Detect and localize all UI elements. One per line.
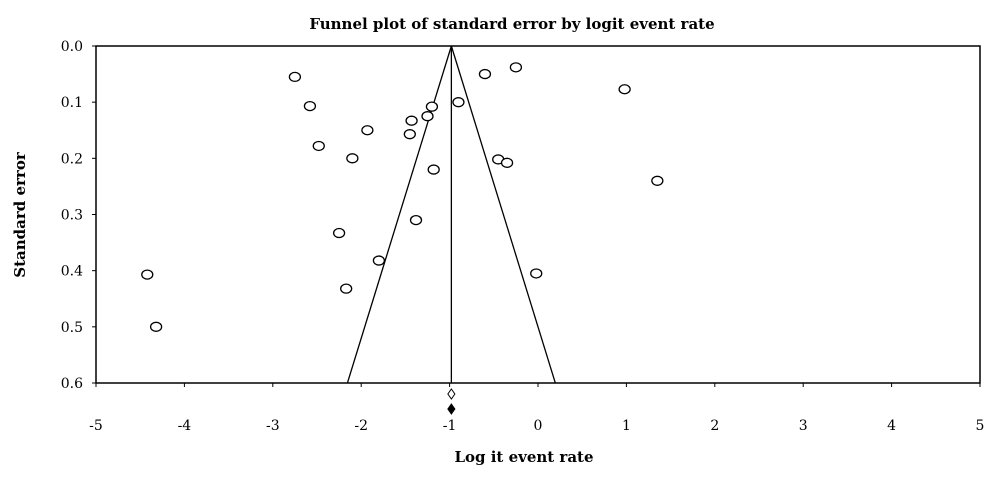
study-points <box>141 62 664 332</box>
observed-summary-diamond <box>447 403 456 415</box>
study-point <box>500 157 514 168</box>
y-tick-label: 0.2 <box>61 151 83 167</box>
chart-title: Funnel plot of standard error by logit e… <box>309 15 714 33</box>
x-tick-label: 4 <box>887 418 896 434</box>
study-point <box>288 71 302 83</box>
study-point <box>425 101 439 112</box>
x-tick-label: 3 <box>799 418 808 434</box>
study-point <box>303 100 317 112</box>
x-tick-label: -4 <box>178 418 192 434</box>
y-tick-label: 0.6 <box>61 376 83 392</box>
study-point <box>405 115 418 126</box>
study-point <box>509 62 523 73</box>
study-point <box>618 84 631 95</box>
y-tick-label: 0.1 <box>61 95 83 111</box>
study-point <box>452 97 465 108</box>
study-point <box>346 153 359 164</box>
x-tick-label: 2 <box>710 418 719 434</box>
y-tick-label: 0.0 <box>61 39 83 55</box>
funnel-right-limit <box>450 45 556 384</box>
plot-area <box>95 45 981 384</box>
x-tick-label: -3 <box>266 418 280 434</box>
y-axis-label: Standard error <box>11 151 29 278</box>
x-axis-label: Log it event rate <box>454 448 593 466</box>
study-point <box>421 111 434 122</box>
study-point <box>141 269 154 280</box>
x-tick-label: -5 <box>89 418 103 434</box>
study-point <box>340 283 353 294</box>
x-tick-label: -2 <box>354 418 368 434</box>
study-point <box>409 214 423 226</box>
study-point <box>478 68 492 80</box>
x-tick-label: -1 <box>443 418 457 434</box>
study-point <box>530 268 543 279</box>
study-point <box>149 321 163 332</box>
x-tick-label: 0 <box>534 418 543 434</box>
x-axis: -5 -4 -3 -2 -1 0 1 2 3 4 5 <box>89 383 984 434</box>
study-point <box>361 125 374 136</box>
study-point <box>427 164 440 175</box>
y-tick-label: 0.5 <box>61 320 83 336</box>
imputed-summary-diamond <box>447 388 456 400</box>
study-point <box>312 140 325 152</box>
x-tick-label: 5 <box>976 418 985 434</box>
study-point <box>372 255 386 266</box>
summary-markers <box>447 388 456 415</box>
x-tick-label: 1 <box>622 418 631 434</box>
y-axis: 0.0 0.1 0.2 0.3 0.4 0.5 0.6 <box>61 39 96 392</box>
y-tick-label: 0.3 <box>61 208 83 224</box>
study-point <box>332 227 346 239</box>
study-point <box>403 129 416 140</box>
y-tick-label: 0.4 <box>61 264 83 280</box>
study-point <box>651 175 664 186</box>
